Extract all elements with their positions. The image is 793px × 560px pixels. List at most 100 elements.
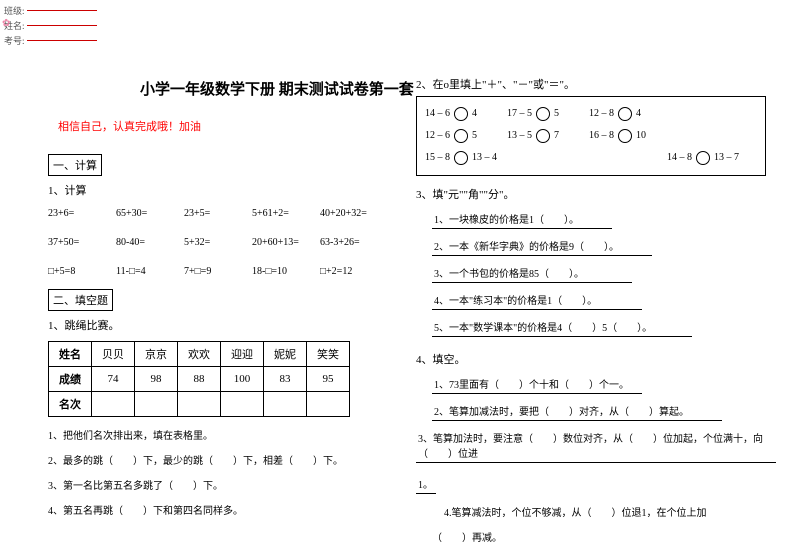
cmp-row: 15 – 813 – 4 14 – 813 – 7 — [425, 147, 757, 169]
underline — [27, 40, 97, 41]
calc-cell: 23+5= — [184, 208, 252, 219]
circle-blank — [618, 129, 632, 143]
circle-blank — [454, 107, 468, 121]
left-column: 一、计算 1、计算 23+6= 65+30= 23+5= 5+61+2= 40+… — [48, 148, 394, 517]
page-title: 小学一年级数学下册 期末测试试卷第一套 — [140, 78, 414, 99]
calc-cell: 7+□=9 — [184, 266, 252, 277]
jump-q2: 2、最多的跳（ ）下，最少的跳（ ）下，相差（ ）下。 — [48, 452, 394, 467]
cmp-item: 12 – 84 — [589, 103, 641, 125]
calc-row-2: 37+50= 80-40= 5+32= 20+60+13= 63-3+26= — [48, 237, 394, 248]
q4a: 1、73里面有（ ）个十和（ ）个一。 — [432, 373, 642, 394]
calc-cell: 5+32= — [184, 237, 252, 248]
circle-blank — [618, 107, 632, 121]
rank-cell — [135, 392, 178, 417]
q4c: 3、笔算加法时，要注意（ ）数位对齐，从（ ）位加起，个位满十，向（ ）位进 — [416, 427, 776, 463]
rank-cell — [264, 392, 307, 417]
col: 京京 — [135, 342, 178, 367]
score: 98 — [135, 367, 178, 392]
col: 贝贝 — [92, 342, 135, 367]
score: 83 — [264, 367, 307, 392]
score: 74 — [92, 367, 135, 392]
cmp-item: 16 – 810 — [589, 125, 646, 147]
meta-row: 班级: — [4, 4, 97, 17]
cmp-item: 14 – 813 – 7 — [667, 147, 739, 169]
table-rank-row: 名次 — [49, 392, 350, 417]
calc-row-1: 23+6= 65+30= 23+5= 5+61+2= 40+20+32= — [48, 208, 394, 219]
q4d2: （ ）再减。 — [432, 529, 780, 544]
r-title4: 4、填空。 — [416, 351, 780, 367]
table-score-row: 成绩 74 98 88 100 83 95 — [49, 367, 350, 392]
circle-blank — [454, 151, 468, 165]
q4b: 2、笔算加减法时，要把（ ）对齐，从（ ）算起。 — [432, 400, 722, 421]
rank-cell — [221, 392, 264, 417]
score: 88 — [178, 367, 221, 392]
r-title2: 2、在o里填上"＋"、"－"或"＝"。 — [416, 76, 780, 92]
q3b: 2、一本《新华字典》的价格是9（ ）。 — [432, 235, 652, 256]
col: 笑笑 — [307, 342, 350, 367]
rank-cell — [92, 392, 135, 417]
col: 迎迎 — [221, 342, 264, 367]
q3e: 5、一本"数学课本"的价格是4（ ）5（ ）。 — [432, 316, 692, 337]
star-icon: ✿ — [2, 18, 10, 29]
q4d: 4.笔算减法时，个位不够减，从（ ）位退1，在个位上加 — [444, 504, 780, 519]
calc-cell: 37+50= — [48, 237, 116, 248]
circle-blank — [454, 129, 468, 143]
cmp-row: 14 – 64 17 – 55 12 – 84 — [425, 103, 757, 125]
id-label: 考号: — [4, 34, 25, 47]
calc-cell: 5+61+2= — [252, 208, 320, 219]
calc-cell: 80-40= — [116, 237, 184, 248]
q4c2: 1。 — [416, 473, 436, 494]
compare-box: 14 – 64 17 – 55 12 – 84 12 – 65 13 – 57 … — [416, 96, 766, 176]
calc-row-3: □+5=8 11-□=4 7+□=9 18-□=10 □+2=12 — [48, 266, 394, 277]
circle-blank — [696, 151, 710, 165]
rank-cell — [307, 392, 350, 417]
cmp-item: 13 – 57 — [507, 125, 559, 147]
table-header-row: 姓名 贝贝 京京 欢欢 迎迎 妮妮 笑笑 — [49, 342, 350, 367]
jump-table: 姓名 贝贝 京京 欢欢 迎迎 妮妮 笑笑 成绩 74 98 88 100 83 … — [48, 341, 350, 417]
jump-q4: 4、第五名再跳（ ）下和第四名同样多。 — [48, 502, 394, 517]
underline — [27, 10, 97, 11]
meta-row: 姓名: — [4, 19, 97, 32]
calc-cell: 23+6= — [48, 208, 116, 219]
calc-cell: 18-□=10 — [252, 266, 320, 277]
cmp-item: 17 – 55 — [507, 103, 559, 125]
calc-cell: 20+60+13= — [252, 237, 320, 248]
cmp-item: 14 – 64 — [425, 103, 477, 125]
section1-sub: 1、计算 — [48, 182, 394, 198]
meta-row: 考号: — [4, 34, 97, 47]
score: 100 — [221, 367, 264, 392]
calc-cell: 63-3+26= — [320, 237, 388, 248]
underline — [27, 25, 97, 26]
q3d: 4、一本"练习本"的价格是1（ ）。 — [432, 289, 642, 310]
rank-cell — [178, 392, 221, 417]
section2-heading: 二、填空题 — [48, 289, 113, 311]
header-meta: 班级: 姓名: 考号: — [4, 4, 97, 49]
motto-text: 相信自己，认真完成哦！加油 — [58, 118, 201, 134]
cmp-item: 12 – 65 — [425, 125, 477, 147]
score: 95 — [307, 367, 350, 392]
jump-q3: 3、第一名比第五名多跳了（ ）下。 — [48, 477, 394, 492]
section2-sub: 1、跳绳比赛。 — [48, 317, 394, 333]
calc-cell: □+2=12 — [320, 266, 388, 277]
cmp-spacer — [527, 147, 637, 169]
r-title3: 3、填"元""角""分"。 — [416, 186, 780, 202]
section1-heading: 一、计算 — [48, 154, 102, 176]
right-column: 2、在o里填上"＋"、"－"或"＝"。 14 – 64 17 – 55 12 –… — [416, 70, 780, 544]
circle-blank — [536, 129, 550, 143]
q3c: 3、一个书包的价格是85（ ）。 — [432, 262, 632, 283]
cmp-item: 15 – 813 – 4 — [425, 147, 497, 169]
calc-cell: 11-□=4 — [116, 266, 184, 277]
calc-cell: □+5=8 — [48, 266, 116, 277]
col: 妮妮 — [264, 342, 307, 367]
row-label: 成绩 — [49, 367, 92, 392]
calc-cell: 40+20+32= — [320, 208, 388, 219]
class-label: 班级: — [4, 4, 25, 17]
calc-cell: 65+30= — [116, 208, 184, 219]
row-label: 名次 — [49, 392, 92, 417]
cmp-row: 12 – 65 13 – 57 16 – 810 — [425, 125, 757, 147]
q3a: 1、一块橡皮的价格是1（ ）。 — [432, 208, 612, 229]
col: 欢欢 — [178, 342, 221, 367]
jump-q1: 1、把他们名次排出来，填在表格里。 — [48, 427, 394, 442]
col-name: 姓名 — [49, 342, 92, 367]
circle-blank — [536, 107, 550, 121]
